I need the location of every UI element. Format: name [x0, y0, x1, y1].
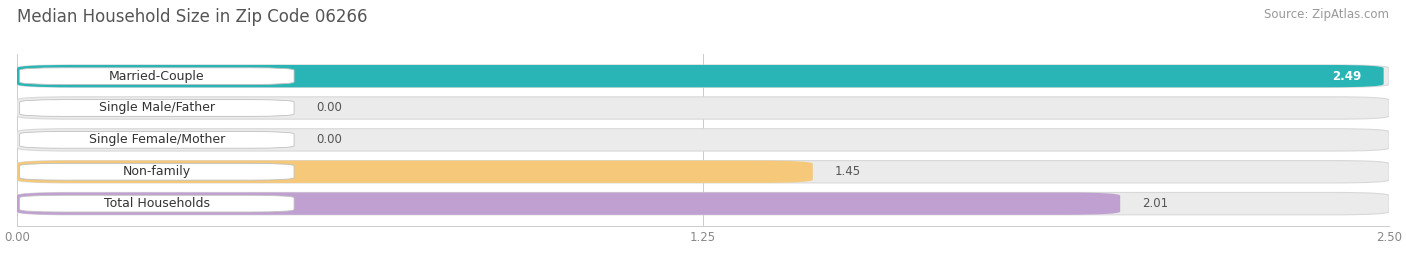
- FancyBboxPatch shape: [17, 65, 1389, 87]
- FancyBboxPatch shape: [20, 195, 294, 212]
- Text: Source: ZipAtlas.com: Source: ZipAtlas.com: [1264, 8, 1389, 21]
- Text: 0.00: 0.00: [316, 101, 342, 115]
- Text: Total Households: Total Households: [104, 197, 209, 210]
- FancyBboxPatch shape: [20, 100, 294, 116]
- Text: Single Male/Father: Single Male/Father: [98, 101, 215, 115]
- Text: 2.01: 2.01: [1142, 197, 1168, 210]
- FancyBboxPatch shape: [17, 193, 1389, 215]
- FancyBboxPatch shape: [17, 97, 1389, 119]
- FancyBboxPatch shape: [17, 129, 1389, 151]
- FancyBboxPatch shape: [20, 132, 294, 148]
- FancyBboxPatch shape: [17, 193, 1121, 215]
- FancyBboxPatch shape: [17, 161, 813, 183]
- Text: 1.45: 1.45: [835, 165, 860, 178]
- FancyBboxPatch shape: [17, 161, 1389, 183]
- Text: 2.49: 2.49: [1333, 70, 1361, 83]
- Text: Single Female/Mother: Single Female/Mother: [89, 133, 225, 146]
- Text: Married-Couple: Married-Couple: [110, 70, 205, 83]
- Text: Non-family: Non-family: [122, 165, 191, 178]
- Text: Median Household Size in Zip Code 06266: Median Household Size in Zip Code 06266: [17, 8, 367, 26]
- FancyBboxPatch shape: [17, 65, 1384, 87]
- FancyBboxPatch shape: [20, 68, 294, 84]
- FancyBboxPatch shape: [20, 163, 294, 180]
- Text: 0.00: 0.00: [316, 133, 342, 146]
